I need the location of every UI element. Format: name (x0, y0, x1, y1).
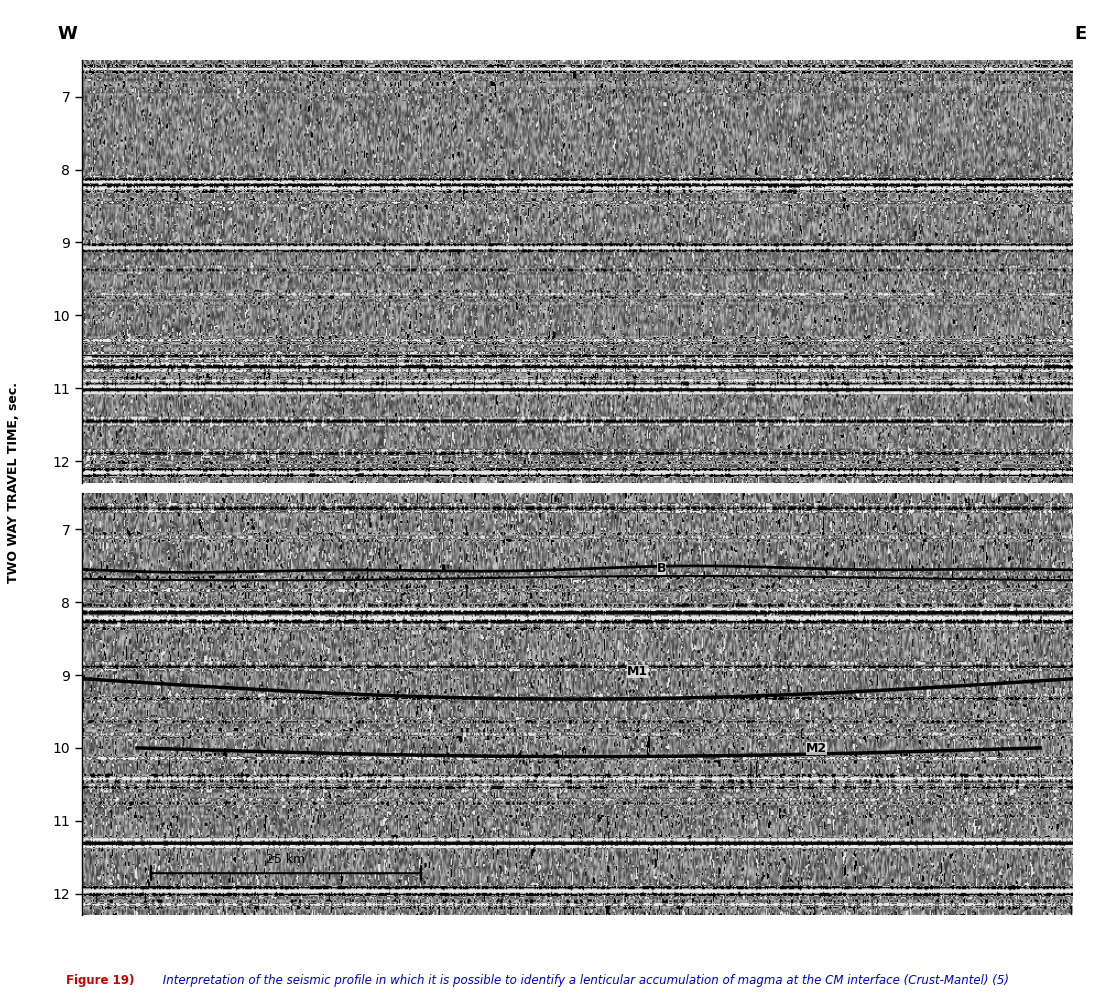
Text: 25 km: 25 km (266, 853, 306, 866)
Text: B: B (657, 561, 667, 574)
Text: E: E (1074, 25, 1086, 43)
Text: Figure 19): Figure 19) (66, 975, 134, 987)
Text: M2: M2 (806, 741, 827, 754)
Text: TWO WAY TRAVEL TIME, sec.: TWO WAY TRAVEL TIME, sec. (7, 382, 20, 583)
Text: Interpretation of the seismic profile in which it is possible to identify a lent: Interpretation of the seismic profile in… (159, 975, 1008, 987)
Text: W: W (57, 25, 77, 43)
Text: M1: M1 (627, 665, 648, 678)
